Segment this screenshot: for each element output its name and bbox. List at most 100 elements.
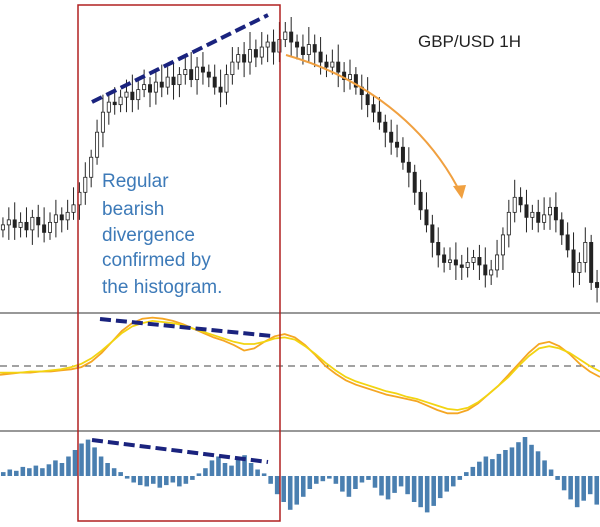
candle-body <box>153 81 158 93</box>
candle-body <box>183 69 188 76</box>
candle-body <box>100 111 105 133</box>
histogram-bar <box>327 476 332 479</box>
histogram-bar <box>7 469 13 476</box>
candle-body <box>589 241 594 283</box>
histogram-bar <box>105 463 110 476</box>
candle-body <box>18 221 23 228</box>
candle-body <box>436 241 441 256</box>
histogram-bar <box>509 447 515 476</box>
histogram-bar <box>111 468 117 476</box>
oscillator-line-1 <box>0 316 600 415</box>
candle-body <box>53 214 58 223</box>
histogram-bar <box>529 444 534 476</box>
candle-body <box>206 71 211 78</box>
histogram-bar <box>470 466 476 476</box>
annotation-line-5: the histogram. <box>102 277 222 298</box>
candle-body <box>383 121 388 133</box>
candle-body <box>330 61 335 68</box>
histogram-bar <box>261 473 267 476</box>
histogram-bar <box>333 476 339 484</box>
histogram-bar <box>542 460 547 476</box>
candle-body <box>48 221 53 233</box>
candle-body <box>453 259 458 266</box>
candle-body <box>142 84 147 91</box>
candle-body <box>465 262 470 268</box>
candle-body <box>236 54 241 63</box>
histogram-bar <box>131 476 136 483</box>
candle-body <box>124 91 129 98</box>
histogram-bar <box>366 476 371 480</box>
candle-body <box>447 259 452 263</box>
histogram-bar <box>353 476 358 489</box>
histogram-bar <box>411 476 417 502</box>
histogram-bar <box>431 476 436 506</box>
histogram-bar <box>385 476 391 500</box>
annotation-text: Regular bearish divergence confirmed by … <box>102 171 222 298</box>
candle-body <box>495 254 500 271</box>
candle-body <box>130 91 135 101</box>
histogram-bar <box>307 476 313 489</box>
histogram-bar <box>137 476 143 486</box>
candle-body <box>159 81 164 88</box>
annotation-line-4: confirmed by <box>102 250 211 271</box>
histogram-bar <box>294 476 300 505</box>
candle-body <box>112 101 117 106</box>
oscillator-lower-high-line <box>99 317 273 338</box>
histogram-bar <box>40 468 45 476</box>
histogram-bar <box>183 476 189 484</box>
histogram-bar <box>555 476 560 480</box>
histogram-bar <box>177 476 182 487</box>
candle-body <box>530 211 535 218</box>
candle-body <box>371 104 376 113</box>
candle-body <box>289 31 294 43</box>
histogram-bar <box>535 451 541 476</box>
candle-body <box>324 61 329 68</box>
annotation-line-1: Regular <box>102 171 169 192</box>
histogram-lower-high-line <box>91 438 269 464</box>
candle-body <box>136 89 141 101</box>
histogram-bar <box>46 464 52 476</box>
candle-body <box>224 74 229 93</box>
histogram-bar <box>398 476 404 487</box>
histogram-bar <box>164 476 169 486</box>
histogram-bar <box>92 447 97 476</box>
histogram-bar <box>496 453 502 476</box>
histogram-bar <box>568 476 573 500</box>
candle-body <box>59 214 64 221</box>
histogram-bar <box>483 456 489 476</box>
candle-body <box>442 254 447 263</box>
histogram-bar <box>522 437 528 476</box>
candle-body <box>524 204 529 218</box>
candle-body <box>195 66 200 81</box>
histogram-bar <box>20 466 26 476</box>
histogram-bar <box>594 476 600 505</box>
decline-arrow-line <box>285 54 463 197</box>
histogram-bar <box>209 460 215 476</box>
candle-body <box>106 101 111 113</box>
histogram-bar <box>196 473 202 476</box>
histogram-bar <box>248 463 254 476</box>
candle-body <box>177 74 182 86</box>
candle-body <box>542 214 547 223</box>
histogram-bar <box>14 470 19 476</box>
candle-body <box>230 61 235 76</box>
candle-body <box>65 211 70 221</box>
histogram-bar <box>85 439 91 476</box>
histogram-bar <box>314 476 319 484</box>
candle-body <box>459 264 464 268</box>
candle-body <box>200 66 205 73</box>
candle-body <box>518 196 523 206</box>
histogram-bar <box>72 450 78 476</box>
histogram-bar <box>157 476 163 488</box>
histogram-bar <box>490 459 495 476</box>
candle-body <box>30 216 35 231</box>
candle-body <box>548 206 553 216</box>
candle-body <box>265 41 270 48</box>
histogram-bar <box>548 469 554 476</box>
candle-body <box>583 241 588 263</box>
candle-body <box>165 76 170 88</box>
decline-arrow-head <box>453 185 466 199</box>
candle-body <box>412 171 417 193</box>
histogram-bar <box>242 455 247 476</box>
